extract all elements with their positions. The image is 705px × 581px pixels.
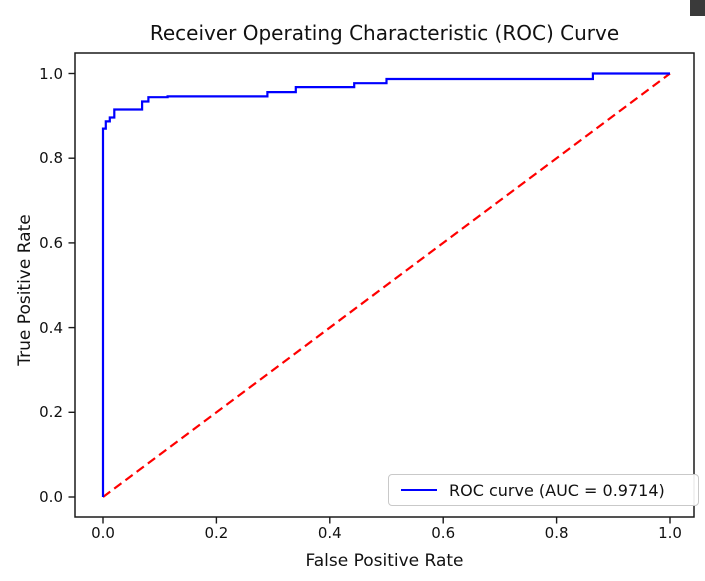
- tick-marks: [68, 72, 671, 524]
- y-tick-label: 0.6: [39, 233, 63, 252]
- x-tick-label: 1.0: [658, 524, 682, 542]
- y-tick-label: 1.0: [39, 64, 63, 83]
- x-tick-label: 0.6: [431, 524, 456, 542]
- y-axis-label: True Positive Rate: [15, 214, 35, 366]
- y-tick-label: 0.0: [39, 488, 63, 506]
- axes-frame: [74, 52, 695, 518]
- legend: ROC curve (AUC = 0.9714): [388, 474, 699, 506]
- x-tick-label: 0.2: [204, 524, 229, 542]
- y-tick-label: 0.8: [39, 149, 63, 168]
- legend-line-sample: [401, 489, 437, 491]
- legend-label: ROC curve (AUC = 0.9714): [449, 480, 665, 500]
- x-tick-label: 0.0: [91, 524, 115, 542]
- y-tick-label: 0.2: [39, 403, 63, 422]
- roc-curve-line: [101, 72, 670, 497]
- window-corner-artifact: [690, 0, 705, 16]
- x-tick-label: 0.8: [544, 524, 569, 542]
- x-axis-label: False Positive Rate: [305, 551, 464, 571]
- y-tick-label: 0.4: [39, 318, 63, 337]
- chart-title: Receiver Operating Characteristic (ROC) …: [149, 21, 620, 45]
- x-tick-label: 0.4: [317, 524, 342, 542]
- chance-diagonal-line: [102, 72, 671, 498]
